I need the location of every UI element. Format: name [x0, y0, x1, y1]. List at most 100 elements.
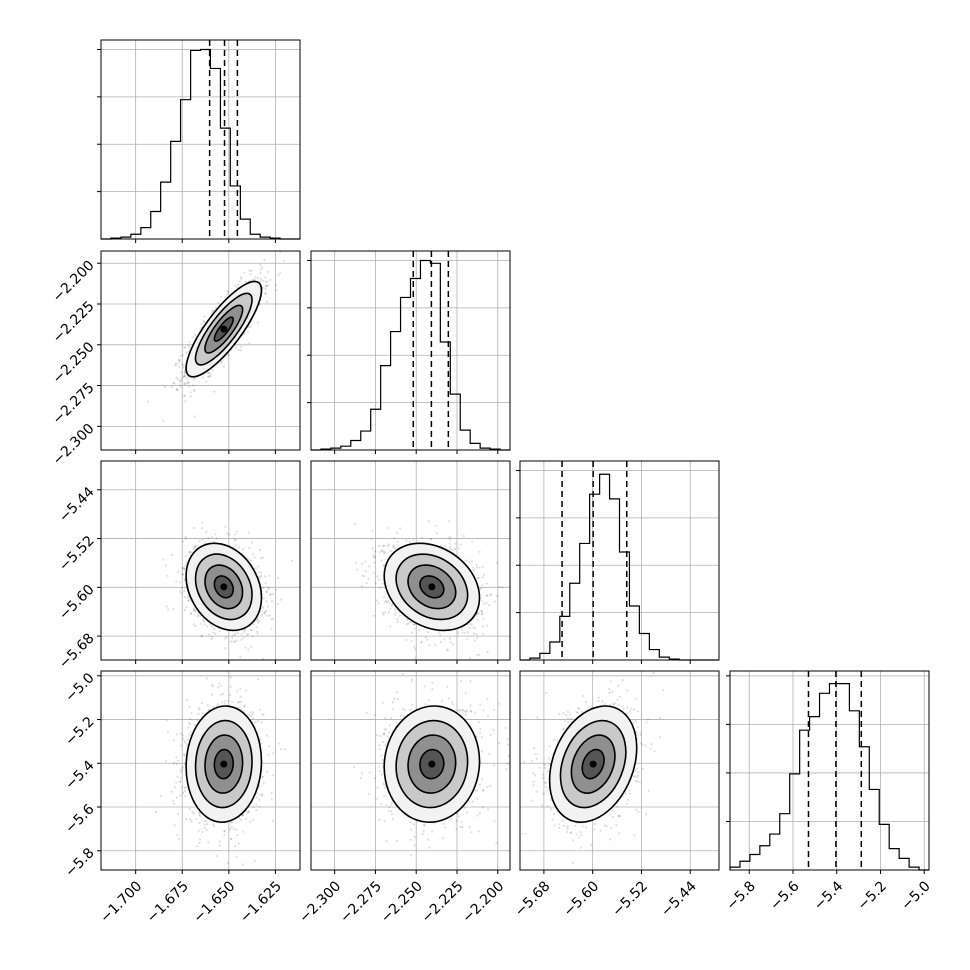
scatter-point	[495, 842, 498, 845]
scatter-point	[181, 786, 184, 789]
x-tick-label: −5.52	[609, 878, 651, 920]
scatter-point	[187, 721, 190, 724]
scatter-point	[225, 532, 228, 535]
scatter-point	[405, 638, 408, 642]
panel-frame	[100, 670, 301, 871]
x-tick-label: −5.4	[811, 878, 846, 913]
scatter-point	[581, 825, 584, 828]
scatter-point	[507, 754, 510, 758]
scatter-point	[618, 815, 621, 818]
scatter-point	[481, 584, 484, 587]
panel-background	[520, 461, 719, 660]
scatter-point	[259, 280, 262, 283]
scatter-point	[188, 385, 191, 388]
scatter-point	[431, 688, 434, 691]
scatter-point	[198, 813, 201, 817]
scatter-point	[225, 293, 229, 296]
scatter-point	[177, 570, 180, 573]
scatter-point	[658, 736, 661, 739]
scatter-point	[175, 756, 178, 759]
scatter-point	[540, 804, 544, 807]
scatter-point	[396, 618, 399, 621]
scatter-point	[233, 538, 236, 541]
scatter-point	[235, 828, 238, 832]
scatter-point	[178, 365, 181, 368]
scatter-point	[470, 831, 473, 834]
scatter-point	[229, 640, 233, 643]
scatter-point	[597, 696, 601, 699]
scatter-point	[611, 815, 614, 819]
scatter-point	[231, 821, 234, 824]
scatter-point	[481, 625, 484, 628]
scatter-point	[571, 861, 574, 865]
scatter-point	[480, 610, 483, 613]
scatter-point	[223, 702, 226, 705]
scatter-point	[373, 777, 376, 780]
scatter-point	[248, 342, 251, 345]
scatter-point	[562, 727, 565, 730]
scatter-point	[242, 548, 245, 551]
scatter-point	[617, 684, 620, 687]
scatter-point	[233, 845, 237, 848]
scatter-point	[185, 698, 189, 701]
scatter-point	[373, 561, 376, 564]
scatter-point	[386, 735, 389, 738]
scatter-point	[584, 826, 588, 829]
scatter-point	[575, 833, 578, 836]
scatter-point	[177, 837, 181, 841]
scatter-point	[627, 798, 630, 802]
scatter-point	[268, 745, 271, 748]
scatter-point	[644, 744, 647, 747]
scatter-point	[265, 590, 268, 593]
scatter-point	[184, 555, 187, 558]
scatter-point	[179, 770, 183, 774]
scatter-point	[478, 653, 481, 656]
scatter-point	[190, 612, 193, 615]
scatter-point	[375, 599, 378, 602]
scatter-point	[579, 831, 582, 834]
scatter-point	[386, 601, 389, 604]
scatter-point	[241, 814, 244, 817]
scatter-point	[210, 536, 213, 539]
scatter-point	[183, 394, 186, 397]
scatter-point	[258, 708, 261, 711]
scatter-point	[383, 820, 386, 823]
scatter-point	[451, 701, 454, 704]
scatter-point	[265, 300, 268, 303]
scatter-point	[166, 719, 169, 722]
scatter-point	[630, 707, 633, 710]
scatter-point	[200, 702, 203, 705]
scatter-point	[384, 611, 387, 614]
scatter-point	[166, 731, 170, 734]
scatter-point	[178, 590, 182, 593]
scatter-point	[194, 545, 197, 548]
scatter-point	[219, 684, 222, 688]
scatter-point	[409, 853, 412, 857]
scatter-point	[154, 811, 157, 814]
scatter-point	[638, 780, 641, 784]
density-peak	[220, 325, 228, 333]
scatter-point	[383, 732, 386, 735]
scatter-point	[173, 382, 176, 385]
scatter-point	[184, 535, 187, 538]
scatter-point	[183, 567, 186, 570]
scatter-point	[455, 828, 458, 831]
scatter-point	[252, 805, 255, 809]
scatter-point	[487, 808, 490, 811]
scatter-point	[189, 395, 193, 398]
scatter-point	[409, 708, 412, 712]
scatter-point	[220, 360, 223, 363]
scatter-point	[571, 839, 575, 842]
scatter-point	[423, 824, 426, 827]
scatter-point	[368, 565, 371, 568]
scatter-point	[637, 774, 640, 777]
scatter-point	[244, 689, 248, 692]
scatter-point	[212, 823, 215, 826]
scatter-point	[381, 611, 384, 615]
scatter-point	[254, 567, 258, 570]
scatter-point	[185, 561, 188, 564]
scatter-point	[430, 537, 433, 541]
scatter-point	[279, 598, 282, 601]
scatter-point	[178, 780, 182, 784]
scatter-point	[391, 701, 394, 704]
